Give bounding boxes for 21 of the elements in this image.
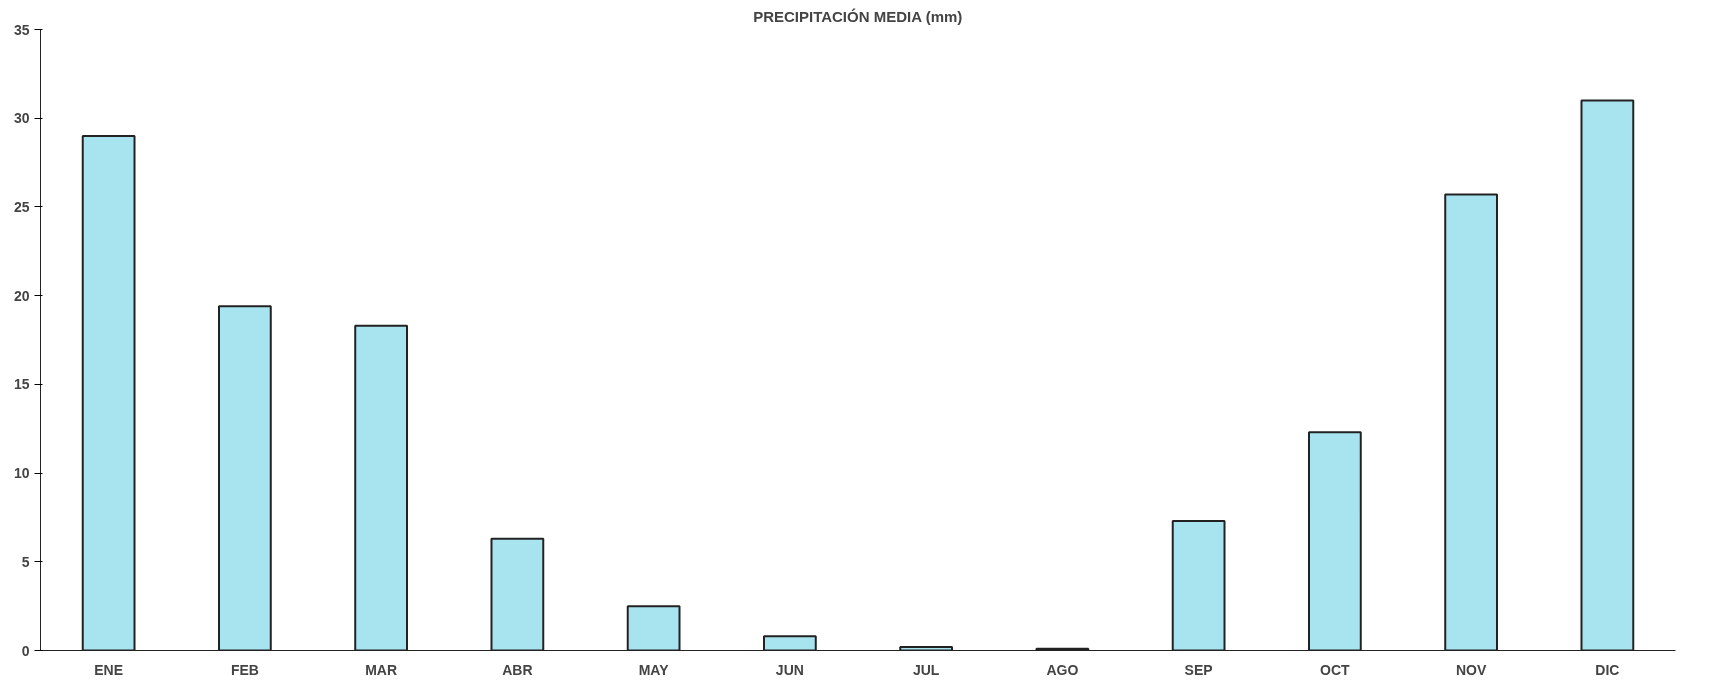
x-tick-label: ENE [94,661,124,678]
x-tick-label: JUL [912,661,940,678]
x-tick-label: AGO [1046,661,1079,678]
y-tick-label: 0 [21,642,30,659]
x-tick-label: NOV [1455,661,1487,678]
y-tick-label: 30 [13,110,30,127]
x-tick-label: SEP [1184,661,1213,678]
y-tick-label: 25 [13,198,30,215]
y-tick-label: 10 [13,465,30,482]
chart-title: PRECIPITACIÓN MEDIA (mm) [753,7,963,25]
x-tick-label: MAY [638,661,670,678]
y-tick-label: 15 [13,376,30,393]
x-tick-label: ABR [502,661,533,678]
x-tick-label: MAR [365,661,398,678]
y-tick-label: 20 [13,287,30,304]
x-tick-label: OCT [1320,661,1351,678]
x-tick-label: JUN [775,661,804,678]
x-tick-label: FEB [230,661,259,678]
x-tick-label: DIC [1595,661,1620,678]
y-tick-label: 35 [13,21,30,38]
y-tick-label: 5 [21,553,30,570]
